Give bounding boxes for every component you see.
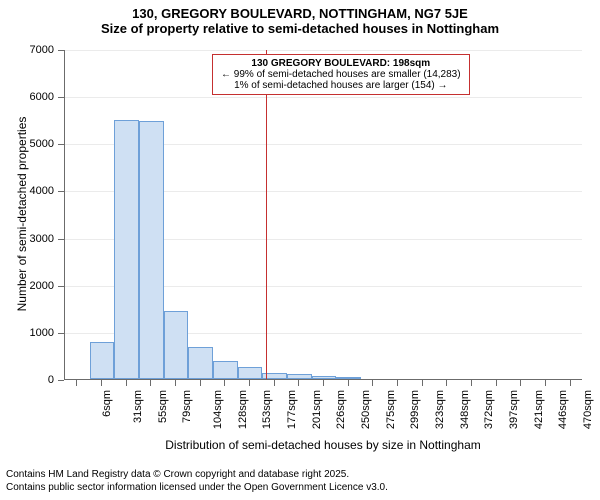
x-tick [126,380,127,386]
x-tick [323,380,324,386]
x-tick-label: 372sqm [483,390,495,429]
x-tick [274,380,275,386]
histogram-bar [287,374,312,379]
histogram-bar [139,121,164,379]
x-tick-label: 177sqm [286,390,298,429]
y-tick-label: 6000 [0,91,54,103]
x-tick [224,380,225,386]
footnote: Contains HM Land Registry data © Crown c… [6,469,388,494]
x-tick [471,380,472,386]
x-tick [249,380,250,386]
x-tick [76,380,77,386]
footnote-line-2: Contains public sector information licen… [6,482,388,495]
x-tick [570,380,571,386]
histogram-bar [312,376,337,379]
x-tick [520,380,521,386]
annotation-line-1: 130 GREGORY BOULEVARD: 198sqm [221,58,461,69]
x-tick [446,380,447,386]
reference-line [266,50,267,379]
histogram-bar [90,342,115,379]
x-tick [397,380,398,386]
x-tick-label: 55sqm [157,390,169,423]
histogram-bar [164,311,189,379]
histogram-bar [238,367,263,379]
x-tick-label: 153sqm [261,390,273,429]
x-tick-label: 470sqm [582,390,594,429]
chart-container: 130, GREGORY BOULEVARD, NOTTINGHAM, NG7 … [0,0,600,500]
plot-area [64,50,582,380]
histogram-bar [188,347,213,379]
x-tick-label: 6sqm [101,390,113,417]
x-tick-label: 397sqm [508,390,520,429]
histogram-bar [213,361,238,379]
x-tick-label: 323sqm [434,390,446,429]
x-tick [175,380,176,386]
y-tick [58,333,64,334]
x-tick-label: 104sqm [212,390,224,429]
x-tick-label: 128sqm [237,390,249,429]
x-tick-label: 421sqm [533,390,545,429]
x-axis-title: Distribution of semi-detached houses by … [64,438,582,452]
x-tick-label: 226sqm [335,390,347,429]
y-tick [58,286,64,287]
y-tick [58,97,64,98]
x-tick-label: 446sqm [557,390,569,429]
y-tick-label: 1000 [0,327,54,339]
histogram-bar [114,120,139,379]
y-tick-label: 0 [0,374,54,386]
x-tick-label: 275sqm [385,390,397,429]
y-tick [58,144,64,145]
title-line-2: Size of property relative to semi-detach… [0,21,600,36]
footnote-line-1: Contains HM Land Registry data © Crown c… [6,469,388,482]
x-tick [101,380,102,386]
x-tick [200,380,201,386]
annotation-line-3: 1% of semi-detached houses are larger (1… [221,80,461,91]
annotation-box: 130 GREGORY BOULEVARD: 198sqm ← 99% of s… [212,54,470,95]
x-tick-label: 201sqm [311,390,323,429]
x-tick-label: 348sqm [459,390,471,429]
annotation-line-2: ← 99% of semi-detached houses are smalle… [221,69,461,80]
x-tick [372,380,373,386]
y-axis-title: Number of semi-detached properties [15,104,29,324]
x-tick [422,380,423,386]
x-tick [496,380,497,386]
y-tick [58,191,64,192]
x-tick-label: 79sqm [181,390,193,423]
y-tick [58,380,64,381]
chart-title: 130, GREGORY BOULEVARD, NOTTINGHAM, NG7 … [0,6,600,36]
grid-line [65,97,582,98]
grid-line [65,50,582,51]
x-tick-label: 250sqm [360,390,372,429]
x-tick-label: 299sqm [409,390,421,429]
x-tick [298,380,299,386]
x-tick-label: 31sqm [132,390,144,423]
x-tick [545,380,546,386]
x-tick [348,380,349,386]
y-tick-label: 7000 [0,44,54,56]
x-tick [150,380,151,386]
y-tick [58,239,64,240]
title-line-1: 130, GREGORY BOULEVARD, NOTTINGHAM, NG7 … [0,6,600,21]
y-tick [58,50,64,51]
histogram-bar [336,377,361,379]
